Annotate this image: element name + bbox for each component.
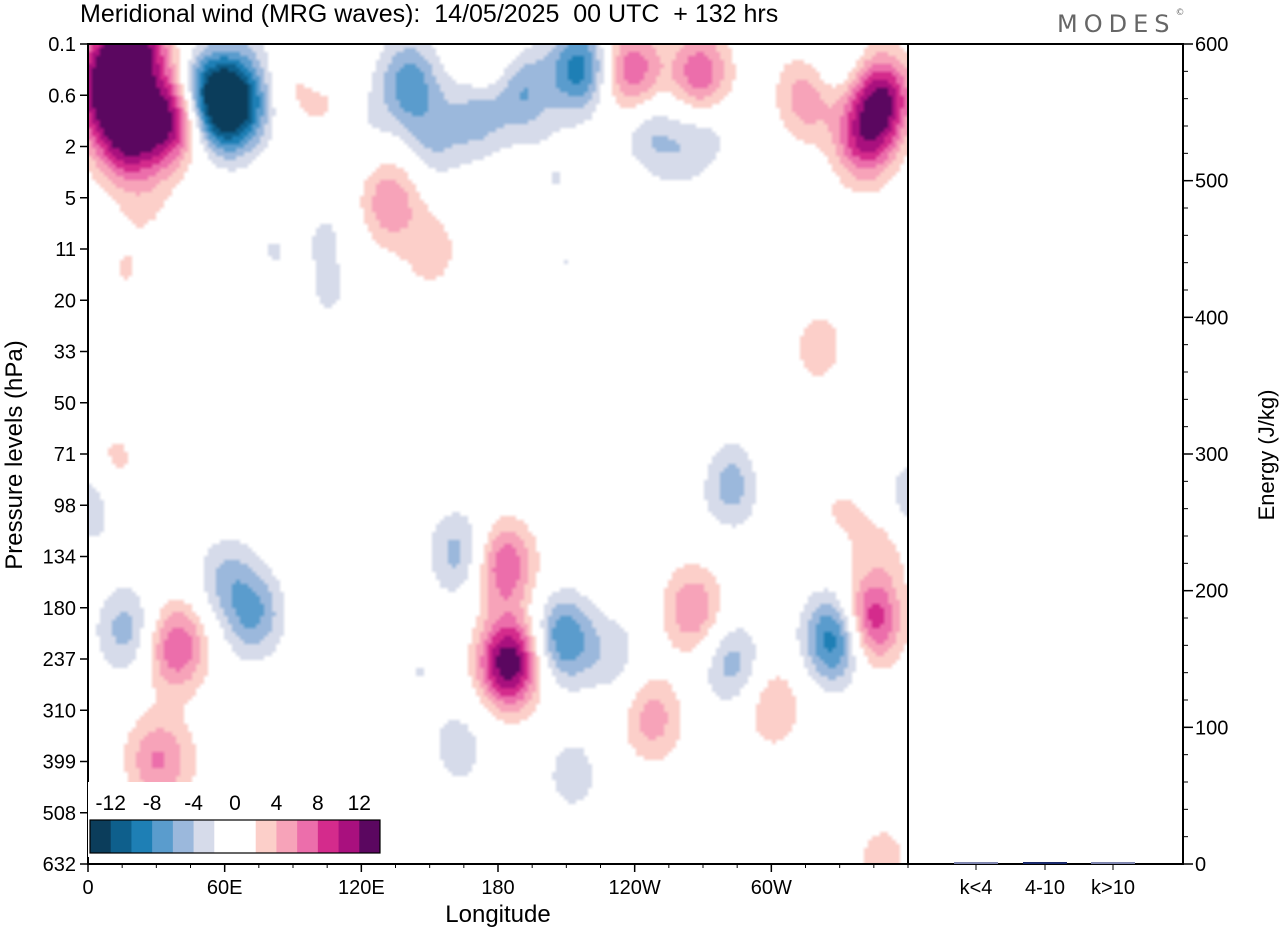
y-tick-label: 2 [65,137,76,159]
energy-tick-label: 400 [1195,307,1228,329]
y-tick-label: 50 [54,393,76,415]
chart-title: Meridional wind (MRG waves): 14/05/2025 … [80,0,779,28]
y-tick-label: 237 [43,649,76,671]
y-tick-label: 11 [55,239,76,261]
logo-text: MODES [1057,10,1176,38]
colorbar-swatch [338,820,360,853]
energy-panel: 0 100 200 300 400 500 600 k<4 4-10 k>10 [907,34,1228,899]
colorbar-swatch [297,820,319,853]
colorbar-swatch [131,820,153,853]
y-tick-label: 134 [43,547,76,569]
colorbar-label: 4 [271,792,283,815]
y-tick-label: 0.6 [48,85,76,107]
colorbar-label: 12 [348,792,371,815]
y-tick-label: 508 [43,803,76,825]
colorbar-swatch [255,820,277,853]
colorbar-swatch [235,820,257,853]
energy-tick-label: 600 [1195,34,1228,56]
y-tick-label: 5 [65,188,76,210]
energy-border [907,43,1184,865]
y-tick-label: 33 [54,342,76,364]
x-tick-label: 180 [481,877,514,899]
x-tick-label: 120E [338,877,385,899]
colorbar-swatch [152,820,174,853]
energy-tick-label: 200 [1195,581,1228,603]
colorbar-swatch [359,820,381,853]
colorbar-label: -12 [96,792,126,815]
colorbar-swatch [276,820,298,853]
energy-category-label: k<4 [960,877,993,899]
colorbar-swatch [172,820,195,853]
y-tick-label: 399 [43,752,76,774]
y-tick-label: 0.1 [48,34,76,56]
energy-category-label: 4-10 [1025,877,1065,899]
energy-bar [1023,862,1067,864]
energy-tick-label: 300 [1195,444,1228,466]
colorbar-swatch [317,820,340,853]
y-axis: 0.1 0.6 2 5 11 20 33 50 71 98 134 180 237 310 399 508 63… [43,34,88,876]
energy-tick-label: 100 [1195,717,1228,739]
modes-logo: MODES© [1057,8,1185,38]
colorbar-swatch [90,820,112,853]
colorbar-label: 8 [312,792,324,815]
y-tick-label: 180 [43,598,76,620]
x-tick-label: 60E [207,877,243,899]
colorbar-border [89,819,381,854]
energy-category-label: k>10 [1091,877,1135,899]
energy-bar [1091,862,1135,864]
x-tick-label: 60W [751,877,792,899]
y-tick-label: 98 [54,495,76,517]
colorbar-swatch [193,820,215,853]
energy-axis-label: Energy (J/kg) [1254,390,1279,521]
x-tick-label: 0 [82,877,93,899]
colorbar: -12 -8 -4 0 4 8 12 [88,782,382,857]
energy-tick-label: 500 [1195,171,1228,193]
energy-bar [954,862,998,864]
colorbar-label: -4 [184,792,203,815]
y-axis-label: Pressure levels (hPa) [1,340,28,569]
wind-contour-field [88,44,908,864]
x-axis: 0 60E 120E 180 120W 60W [82,864,909,899]
colorbar-label: 0 [229,792,241,815]
y-tick-label: 632 [43,854,76,876]
colorbar-label: -8 [143,792,162,815]
energy-tick-label: 0 [1195,854,1206,876]
colorbar-swatch [110,820,132,853]
y-tick-label: 71 [54,444,76,466]
y-tick-label: 20 [54,290,76,312]
x-axis-label: Longitude [445,901,550,928]
x-tick-label: 120W [609,877,661,899]
y-tick-label: 310 [43,700,76,722]
colorbar-swatch [214,820,236,853]
